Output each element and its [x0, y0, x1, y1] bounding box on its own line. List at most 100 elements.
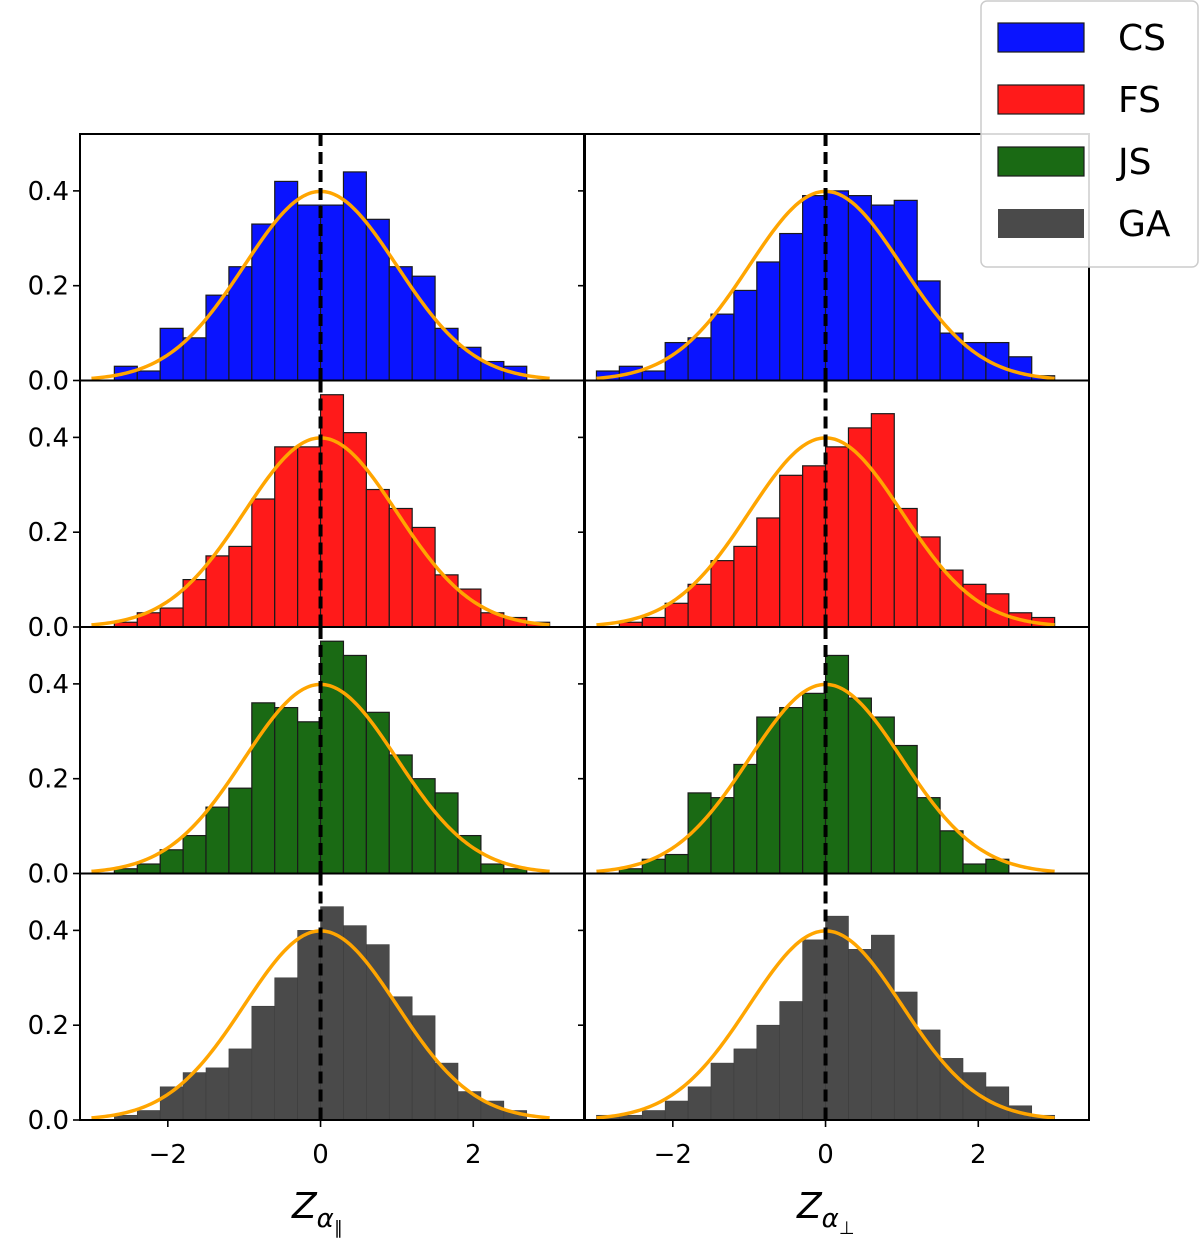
histogram-bar — [687, 1086, 712, 1120]
histogram-bar — [274, 706, 299, 874]
axes-frame — [584, 872, 1090, 1121]
histogram-bar — [756, 261, 781, 381]
legend-swatch — [997, 84, 1085, 115]
histogram-bar — [939, 830, 964, 874]
y-tick-label: 0.4 — [28, 916, 69, 946]
histogram-bar — [848, 949, 872, 1120]
panel-fs-perp — [578, 379, 1090, 628]
y-tick-label: 0.0 — [28, 1106, 69, 1136]
histogram-bar — [136, 863, 161, 874]
y-tick-label: 0.4 — [28, 177, 69, 207]
x-tick-label: −2 — [654, 1140, 692, 1170]
histogram-bar — [319, 204, 345, 381]
panels-layer — [73, 133, 1090, 1127]
legend-box — [980, 0, 1199, 268]
histogram-bar — [916, 280, 941, 381]
histogram-bar — [205, 555, 230, 627]
histogram-bar — [802, 195, 827, 381]
histogram-bar — [343, 925, 367, 1120]
y-tick-label: 0.2 — [28, 272, 69, 302]
x-tick-label: −2 — [149, 1140, 187, 1170]
histogram-bar — [802, 692, 827, 874]
histogram-bar — [205, 1067, 230, 1120]
histogram-bar — [733, 1048, 758, 1120]
histogram-bar — [733, 763, 758, 874]
histogram-bar — [434, 327, 459, 381]
histogram-bar — [251, 498, 276, 627]
histogram-bar — [825, 915, 849, 1120]
histogram-bar — [274, 977, 298, 1120]
panel-js-parallel — [73, 626, 585, 875]
histogram-bar — [847, 697, 872, 874]
legend-entry-ga: GA — [998, 204, 1171, 245]
histogram-bar — [710, 1062, 735, 1120]
histogram-bar — [870, 413, 895, 627]
histogram-bar — [1008, 356, 1033, 381]
x-tick-label: 0 — [312, 1140, 329, 1170]
histogram-bar — [274, 446, 299, 627]
histogram-bar — [756, 517, 781, 627]
x-axis-label-parallel: Zα∥ — [291, 1186, 343, 1239]
y-tick-label: 0.0 — [28, 613, 69, 643]
y-tick-label: 0.2 — [28, 518, 69, 548]
histogram-bar — [228, 787, 253, 874]
histogram-bar — [962, 863, 987, 874]
x-tick-label: 2 — [970, 1140, 987, 1170]
histogram-bar — [136, 370, 161, 381]
histogram-bar — [388, 507, 413, 627]
histogram-bar — [297, 721, 322, 874]
legend-label: FS — [1118, 80, 1161, 121]
histogram-bar — [365, 218, 390, 381]
histogram-bar — [733, 545, 758, 627]
histogram-bar — [297, 446, 322, 627]
histogram-bar — [687, 337, 712, 381]
x-tick-label: 0 — [817, 1140, 834, 1170]
histogram-bar — [251, 1005, 276, 1120]
histogram-bar — [893, 507, 918, 627]
histogram-bar — [159, 607, 184, 627]
histogram-bar — [228, 1048, 253, 1120]
legend-label: JS — [1116, 142, 1151, 183]
histogram-bar — [756, 1024, 781, 1120]
legend-entry-fs: FS — [997, 80, 1161, 121]
legend-swatch — [997, 22, 1085, 53]
legend-swatch — [997, 146, 1085, 177]
histogram-bar — [664, 853, 689, 874]
histogram-bar — [824, 446, 850, 627]
histogram-bar — [824, 190, 850, 381]
histogram-bar — [847, 195, 872, 381]
histogram-bar — [182, 834, 207, 874]
histogram-bar — [366, 944, 390, 1120]
histogram-bar — [779, 232, 804, 381]
histogram-bar — [503, 868, 528, 874]
histogram-bar — [687, 583, 712, 627]
legend-entry-cs: CS — [997, 18, 1166, 59]
histogram-bar — [779, 474, 804, 627]
y-tick-label: 0.0 — [28, 860, 69, 890]
histogram-bar — [664, 602, 689, 627]
histogram-bar — [365, 488, 390, 627]
histogram-bar — [664, 1100, 689, 1120]
histogram-bar — [342, 432, 367, 627]
legend: CS FS JS GA — [980, 0, 1199, 268]
y-tick-label: 0.4 — [28, 423, 69, 453]
histogram-bar — [710, 560, 735, 627]
legend-label: GA — [1118, 204, 1171, 245]
labels-layer: 0.0 0.2 0.4 0.0 0.2 0.4 0.0 0.2 0.4 0.0 0.2 0.4 −2 0 2… — [28, 177, 987, 1239]
y-tick-label: 0.2 — [28, 1011, 69, 1041]
y-tick-label: 0.2 — [28, 765, 69, 795]
histogram-bar — [388, 754, 413, 874]
histogram-bar — [297, 930, 321, 1120]
histogram-bar — [480, 863, 505, 874]
histogram-bar — [388, 996, 413, 1120]
histogram-bar — [319, 394, 345, 627]
histogram-bar — [641, 1110, 666, 1120]
x-tick-label: 2 — [465, 1140, 482, 1170]
x-axis-label-perp: Zα⊥ — [796, 1186, 855, 1239]
histogram-bar — [802, 939, 826, 1120]
panel-fs-parallel — [73, 379, 585, 628]
histogram-bar — [779, 706, 804, 874]
histogram-bar — [182, 337, 207, 381]
histogram-bar — [871, 934, 895, 1120]
